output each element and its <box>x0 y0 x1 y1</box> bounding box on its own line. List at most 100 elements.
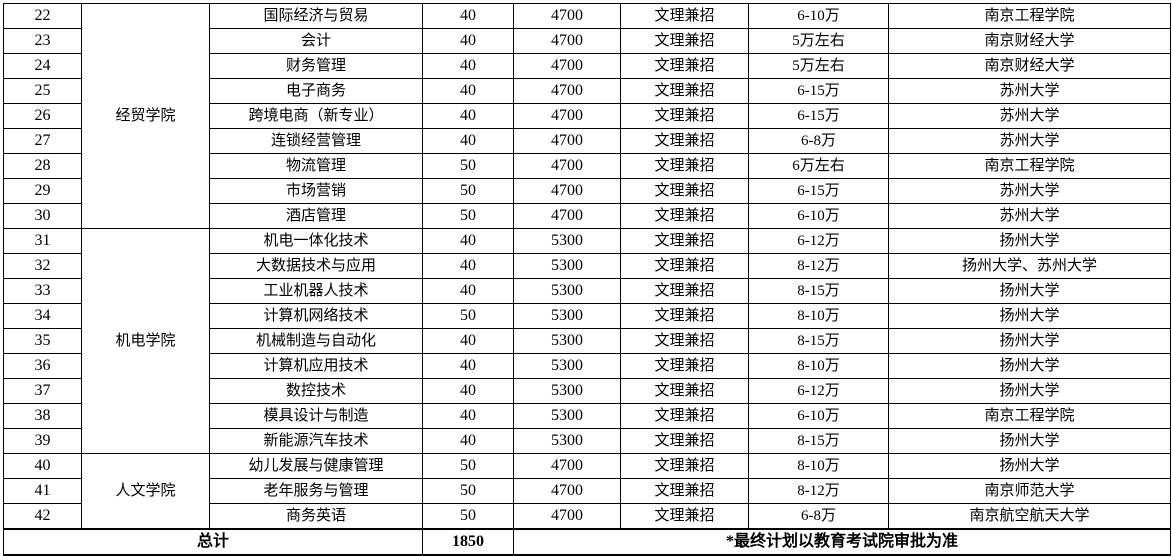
university-cell: 苏州大学 <box>888 78 1171 104</box>
tuition-cell: 5300 <box>513 428 621 454</box>
major-cell: 酒店管理 <box>209 203 423 229</box>
major-cell: 电子商务 <box>209 78 423 104</box>
quota-cell: 40 <box>422 428 514 454</box>
university-cell: 苏州大学 <box>888 103 1171 129</box>
enroll-type-cell: 文理兼招 <box>620 278 749 304</box>
tuition-cell: 4700 <box>513 453 621 479</box>
enroll-type-cell: 文理兼招 <box>620 303 749 329</box>
tuition-cell: 4700 <box>513 128 621 154</box>
major-cell: 模具设计与制造 <box>209 403 423 429</box>
university-cell: 南京财经大学 <box>888 53 1171 79</box>
table-row: 27 连锁经营管理 40 4700 文理兼招 6-8万 苏州大学 <box>3 128 1171 154</box>
salary-cell: 6-15万 <box>748 78 889 104</box>
table-row: 32 大数据技术与应用 40 5300 文理兼招 8-12万 扬州大学、苏州大学 <box>3 253 1171 279</box>
quota-cell: 40 <box>422 3 514 29</box>
university-cell: 扬州大学 <box>888 278 1171 304</box>
total-value-cell: 1850 <box>422 528 514 556</box>
row-number-cell: 38 <box>3 403 82 429</box>
major-cell: 计算机应用技术 <box>209 353 423 379</box>
salary-cell: 8-15万 <box>748 328 889 354</box>
row-number-cell: 42 <box>3 503 82 530</box>
table-row: 40 人文学院 幼儿发展与健康管理 50 4700 文理兼招 8-10万 扬州大学 <box>3 453 1171 530</box>
table-row: 39 新能源汽车技术 40 5300 文理兼招 8-15万 扬州大学 <box>3 428 1171 454</box>
row-number-cell: 35 <box>3 328 82 354</box>
university-cell: 扬州大学 <box>888 228 1171 254</box>
tuition-cell: 4700 <box>513 103 621 129</box>
tuition-cell: 4700 <box>513 178 621 204</box>
university-cell: 南京航空航天大学 <box>888 503 1171 530</box>
tuition-cell: 5300 <box>513 353 621 379</box>
major-cell: 连锁经营管理 <box>209 128 423 154</box>
salary-cell: 6-8万 <box>748 128 889 154</box>
enroll-type-cell: 文理兼招 <box>620 353 749 379</box>
table-row: 25 电子商务 40 4700 文理兼招 6-15万 苏州大学 <box>3 78 1171 104</box>
quota-cell: 50 <box>422 203 514 229</box>
tuition-cell: 5300 <box>513 378 621 404</box>
major-cell: 会计 <box>209 28 423 54</box>
enroll-type-cell: 文理兼招 <box>620 428 749 454</box>
total-label-cell: 总计 <box>3 528 423 556</box>
tuition-cell: 5300 <box>513 228 621 254</box>
enroll-type-cell: 文理兼招 <box>620 478 749 504</box>
tuition-cell: 4700 <box>513 78 621 104</box>
enroll-type-cell: 文理兼招 <box>620 128 749 154</box>
salary-cell: 8-10万 <box>748 453 889 479</box>
quota-cell: 50 <box>422 178 514 204</box>
row-number-cell: 33 <box>3 278 82 304</box>
enroll-type-cell: 文理兼招 <box>620 328 749 354</box>
table-row: 24 财务管理 40 4700 文理兼招 5万左右 南京财经大学 <box>3 53 1171 79</box>
row-number-cell: 23 <box>3 28 82 54</box>
quota-cell: 50 <box>422 503 514 530</box>
university-cell: 扬州大学 <box>888 303 1171 329</box>
major-cell: 机电一体化技术 <box>209 228 423 254</box>
major-cell: 大数据技术与应用 <box>209 253 423 279</box>
university-cell: 苏州大学 <box>888 128 1171 154</box>
major-cell: 跨境电商（新专业） <box>209 103 423 129</box>
enroll-type-cell: 文理兼招 <box>620 253 749 279</box>
major-cell: 国际经济与贸易 <box>209 3 423 29</box>
enroll-type-cell: 文理兼招 <box>620 503 749 530</box>
salary-cell: 5万左右 <box>748 28 889 54</box>
salary-cell: 6-15万 <box>748 178 889 204</box>
row-number-cell: 40 <box>3 453 82 479</box>
enroll-type-cell: 文理兼招 <box>620 403 749 429</box>
university-cell: 苏州大学 <box>888 203 1171 229</box>
admission-plan-table-container: 22 经贸学院 国际经济与贸易 40 4700 文理兼招 6-10万 南京工程学院 23 会计 40… <box>3 3 1171 556</box>
university-cell: 扬州大学 <box>888 428 1171 454</box>
quota-cell: 50 <box>422 153 514 179</box>
salary-cell: 8-12万 <box>748 253 889 279</box>
major-cell: 老年服务与管理 <box>209 478 423 504</box>
major-cell: 商务英语 <box>209 503 423 530</box>
row-number-cell: 41 <box>3 478 82 504</box>
table-row: 26 跨境电商（新专业） 40 4700 文理兼招 6-15万 苏州大学 <box>3 103 1171 129</box>
enroll-type-cell: 文理兼招 <box>620 53 749 79</box>
tuition-cell: 5300 <box>513 328 621 354</box>
quota-cell: 50 <box>422 478 514 504</box>
salary-cell: 6-10万 <box>748 3 889 29</box>
university-cell: 南京工程学院 <box>888 153 1171 179</box>
quota-cell: 40 <box>422 78 514 104</box>
table-row: 22 经贸学院 国际经济与贸易 40 4700 文理兼招 6-10万 南京工程学院 <box>3 3 1171 229</box>
major-cell: 幼儿发展与健康管理 <box>209 453 423 479</box>
table-row: 28 物流管理 50 4700 文理兼招 6万左右 南京工程学院 <box>3 153 1171 179</box>
enroll-type-cell: 文理兼招 <box>620 453 749 479</box>
table-row: 31 机电学院 机电一体化技术 40 5300 文理兼招 6-12万 扬州大学 <box>3 228 1171 454</box>
quota-cell: 50 <box>422 453 514 479</box>
salary-cell: 6-10万 <box>748 203 889 229</box>
row-number-cell: 24 <box>3 53 82 79</box>
major-cell: 数控技术 <box>209 378 423 404</box>
row-number-cell: 26 <box>3 103 82 129</box>
major-cell: 新能源汽车技术 <box>209 428 423 454</box>
row-number-cell: 28 <box>3 153 82 179</box>
quota-cell: 40 <box>422 378 514 404</box>
admission-plan-table: 22 经贸学院 国际经济与贸易 40 4700 文理兼招 6-10万 南京工程学院 23 会计 40… <box>3 3 1171 556</box>
table-row: 37 数控技术 40 5300 文理兼招 6-12万 扬州大学 <box>3 378 1171 404</box>
tuition-cell: 4700 <box>513 503 621 530</box>
tuition-cell: 5300 <box>513 303 621 329</box>
tuition-cell: 4700 <box>513 203 621 229</box>
university-cell: 苏州大学 <box>888 178 1171 204</box>
tuition-cell: 4700 <box>513 53 621 79</box>
university-cell: 扬州大学 <box>888 353 1171 379</box>
row-number-cell: 25 <box>3 78 82 104</box>
salary-cell: 8-15万 <box>748 428 889 454</box>
